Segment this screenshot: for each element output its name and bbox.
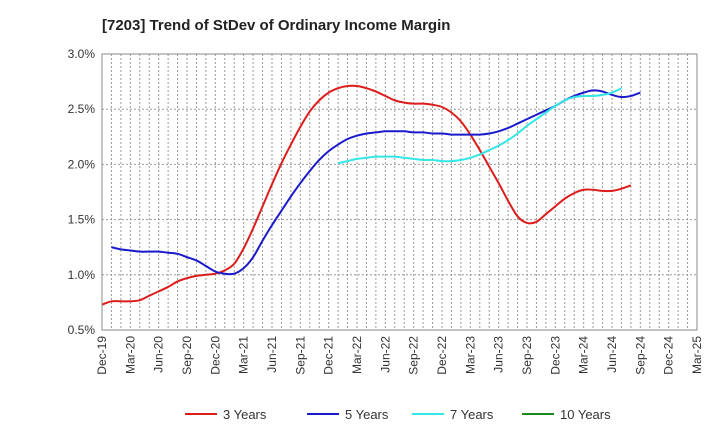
x-tick-label: Mar-25: [690, 336, 704, 374]
x-tick-label: Dec-19: [95, 336, 109, 375]
legend-label: 5 Years: [345, 407, 389, 422]
x-tick-label: Mar-22: [350, 336, 364, 374]
x-tick-label: Mar-24: [577, 336, 591, 374]
legend-item: 5 Years: [307, 407, 389, 422]
legend-item: 10 Years: [522, 407, 611, 422]
legend-item: 7 Years: [412, 407, 494, 422]
x-tick-label: Dec-24: [662, 336, 676, 375]
series-line-0: [101, 84, 632, 306]
y-tick-label: 1.0%: [68, 268, 96, 282]
x-tick-label: Jun-20: [152, 336, 166, 373]
legend: 3 Years 5 Years 7 Years 10 Years: [185, 407, 611, 422]
chart-title: [7203] Trend of StDev of Ordinary Income…: [102, 17, 450, 34]
y-tick-label: 0.5%: [68, 323, 96, 337]
x-tick-label: Jun-22: [378, 336, 392, 373]
x-tick-label: Sep-21: [293, 336, 307, 375]
x-tick-label: Mar-23: [463, 336, 477, 374]
y-tick-label: 1.5%: [68, 213, 96, 227]
x-tick-label: Mar-20: [123, 336, 137, 374]
legend-label: 10 Years: [560, 407, 611, 422]
x-tick-label: Sep-20: [180, 336, 194, 375]
y-tick-label: 3.0%: [68, 47, 96, 61]
x-tick-label: Mar-21: [237, 336, 251, 374]
legend-item: 3 Years: [185, 407, 267, 422]
y-tick-label: 2.0%: [68, 157, 96, 171]
x-tick-label: Dec-22: [435, 336, 449, 375]
legend-label: 7 Years: [450, 407, 494, 422]
plot-frame: [101, 53, 698, 331]
series-layer: [101, 84, 641, 306]
x-tick-label: Sep-22: [407, 336, 421, 375]
x-tick-label: Jun-23: [492, 336, 506, 373]
y-axis: 0.5% 1.0% 1.5% 2.0% 2.5% 3.0%: [68, 47, 96, 337]
x-axis: Dec-19 Mar-20 Jun-20 Sep-20 Dec-20 Mar-21 Jun-…: [95, 336, 704, 375]
x-tick-label: Sep-23: [520, 336, 534, 375]
legend-label: 3 Years: [223, 407, 267, 422]
x-tick-label: Jun-21: [265, 336, 279, 373]
x-tick-label: Dec-23: [548, 336, 562, 375]
x-tick-label: Jun-24: [605, 336, 619, 373]
series-line-2: [337, 87, 622, 165]
x-tick-label: Sep-24: [633, 336, 647, 375]
y-tick-label: 2.5%: [68, 102, 96, 116]
x-tick-label: Dec-20: [208, 336, 222, 375]
plot-grid: [102, 54, 697, 330]
x-tick-label: Dec-21: [322, 336, 336, 375]
